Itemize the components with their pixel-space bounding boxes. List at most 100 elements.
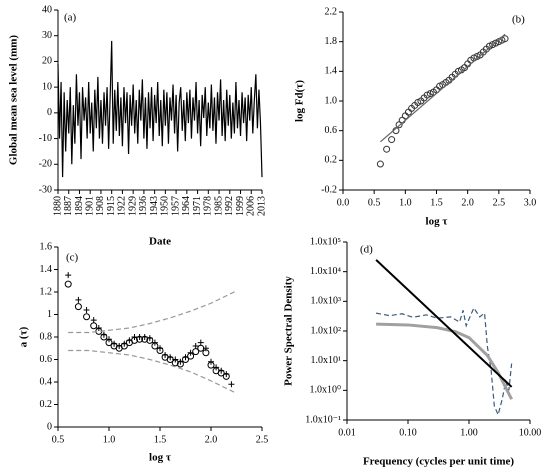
point	[95, 325, 102, 331]
series-line	[375, 306, 513, 417]
x-tick-label: 1985	[213, 196, 224, 216]
x-tick-label: 1936	[138, 196, 149, 216]
point	[83, 313, 91, 321]
point	[157, 345, 163, 352]
y-tick-label: -20	[39, 159, 52, 170]
x-tick-label: 1894	[74, 196, 85, 216]
series-line	[376, 322, 513, 400]
point	[75, 296, 82, 303]
series-line	[68, 349, 237, 394]
x-tick-label: 1.0	[399, 197, 412, 208]
y-tick-label: 1	[47, 309, 52, 320]
y-tick-label: 1.2	[40, 286, 53, 297]
point	[501, 35, 509, 43]
point	[100, 331, 107, 338]
y-tick-label: 1.8	[325, 36, 338, 47]
point	[146, 335, 153, 342]
point	[151, 339, 158, 346]
x-tick-label: 1887	[63, 196, 74, 216]
point	[177, 358, 184, 365]
x-tick-label: 2.0	[461, 197, 474, 208]
panel-label: (c)	[66, 252, 79, 264]
point	[228, 381, 235, 388]
x-tick-label: 0.0	[337, 197, 350, 208]
x-axis-label: log τ	[149, 452, 171, 464]
y-tick-label: 1.6	[40, 241, 53, 252]
y-tick-label: 30	[42, 30, 52, 41]
panel-label: (d)	[360, 244, 373, 256]
point	[162, 352, 169, 358]
panel-label: (b)	[512, 14, 525, 26]
y-tick-label: 20	[42, 56, 52, 67]
y-tick-label: 1.0x10⁵	[310, 236, 341, 247]
point	[202, 345, 209, 352]
point	[192, 343, 199, 349]
point	[197, 339, 204, 346]
y-tick-label: 1.0x10¹	[311, 355, 342, 366]
series-line	[380, 33, 506, 143]
y-axis-label: Global mean sea level (mm)	[8, 35, 20, 165]
y-tick-label: -0.2	[321, 184, 337, 195]
x-tick-label: 1880	[52, 196, 63, 216]
point	[388, 136, 396, 144]
y-tick-label: 0.2	[325, 155, 338, 166]
point	[111, 340, 118, 347]
y-tick-label: 0.2	[40, 399, 53, 410]
y-tick-label: -30	[39, 184, 52, 195]
y-tick-label: 10	[42, 81, 52, 92]
x-tick-label: 1957	[170, 196, 181, 216]
x-tick-label: 1943	[149, 196, 160, 216]
point	[213, 364, 220, 371]
point	[131, 334, 138, 340]
series-line	[375, 259, 513, 388]
x-tick-label: 1922	[117, 196, 128, 216]
series-line	[57, 40, 263, 178]
panel-label: (a)	[64, 12, 77, 24]
x-tick-label: 1901	[85, 196, 96, 216]
point	[65, 272, 72, 279]
point	[182, 354, 189, 361]
point	[404, 108, 412, 116]
x-tick-label: 1929	[127, 196, 138, 216]
x-tick-label: 3.0	[524, 197, 537, 208]
point	[187, 349, 194, 356]
y-tick-label: 1.0x10⁴	[310, 266, 342, 277]
series-line	[68, 290, 237, 334]
y-tick-label: 2.2	[325, 6, 338, 17]
point	[90, 322, 98, 330]
x-tick-label: 1.5	[154, 434, 167, 445]
x-tick-label: 1950	[160, 196, 171, 216]
x-tick-label: 1978	[203, 196, 214, 216]
point	[106, 336, 112, 343]
y-tick-label: 0.6	[325, 125, 338, 136]
point	[136, 334, 143, 340]
y-tick-label: 1.0x10²	[311, 325, 342, 336]
point	[172, 356, 179, 363]
x-tick-label: 1971	[192, 196, 203, 216]
y-tick-label: 1.0x10⁻¹	[305, 414, 341, 425]
x-tick-label: 2.0	[205, 434, 218, 445]
y-axis-label: a (τ)	[18, 326, 30, 347]
y-tick-label: 1.4	[325, 66, 338, 77]
x-tick-label: 2.5	[493, 197, 506, 208]
y-tick-label: 1.0x10³	[311, 296, 342, 307]
point	[383, 145, 391, 153]
point	[83, 307, 90, 313]
x-tick-label: 0.01	[338, 427, 356, 438]
point	[90, 317, 97, 324]
point	[141, 334, 148, 340]
point	[126, 337, 133, 344]
x-tick-label: 1999	[235, 196, 246, 216]
point	[121, 340, 128, 347]
y-tick-label: 0.8	[40, 331, 53, 342]
x-tick-label: 2.5	[256, 434, 269, 445]
y-tick-label: 0.4	[40, 376, 53, 387]
x-tick-label: 1.0	[103, 434, 116, 445]
x-axis-label: log τ	[426, 216, 448, 228]
y-tick-label: 0.6	[40, 354, 53, 365]
x-axis-label: Frequency (cycles per unit time)	[363, 456, 514, 468]
y-axis-label: Power Spectral Density	[283, 276, 295, 386]
x-tick-label: 1.00	[460, 427, 478, 438]
y-tick-label: -10	[39, 133, 52, 144]
